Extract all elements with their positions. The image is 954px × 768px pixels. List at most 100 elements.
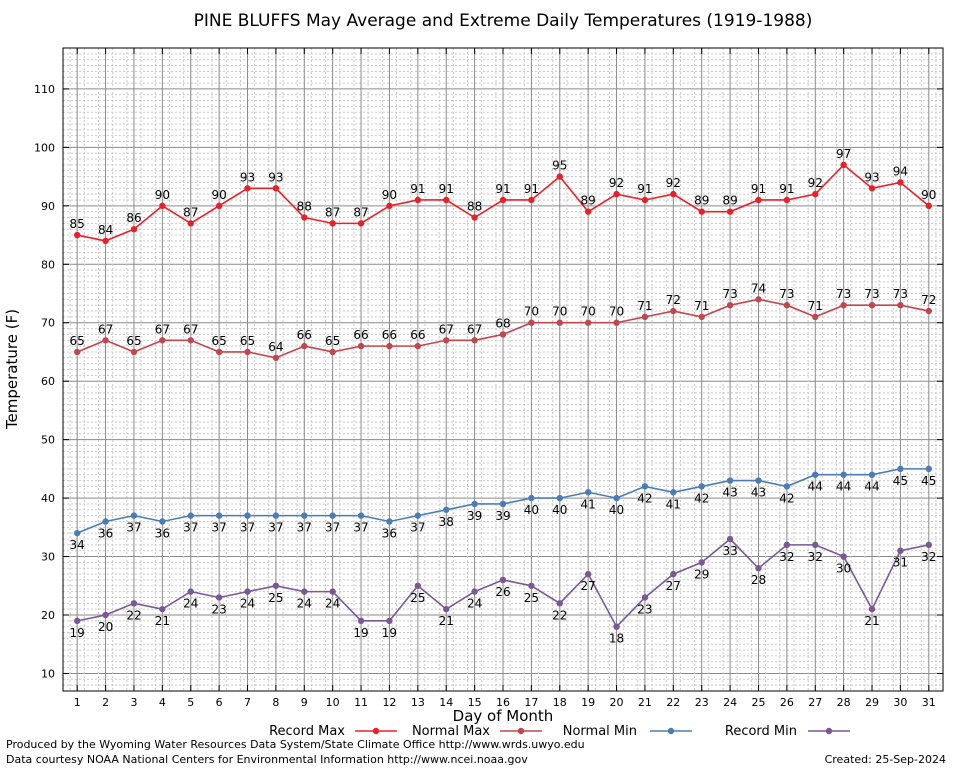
data-point xyxy=(812,541,819,549)
data-point xyxy=(726,208,734,215)
data-point xyxy=(73,231,81,239)
data-point xyxy=(670,570,677,578)
x-tick-label: 20 xyxy=(610,696,624,709)
data-label: 36 xyxy=(98,526,113,540)
data-label: 89 xyxy=(722,194,737,208)
data-point xyxy=(386,518,393,525)
data-point xyxy=(215,512,223,519)
x-tick-label: 11 xyxy=(354,696,368,709)
data-label: 40 xyxy=(609,503,624,517)
data-point xyxy=(73,348,81,356)
data-label: 95 xyxy=(552,159,567,173)
data-label: 70 xyxy=(609,305,624,319)
data-label: 97 xyxy=(836,147,851,161)
x-tick-label: 8 xyxy=(272,696,279,709)
data-label: 33 xyxy=(722,544,737,558)
data-label: 93 xyxy=(240,170,255,184)
legend-marker xyxy=(825,727,833,735)
data-label: 87 xyxy=(183,205,198,219)
data-point xyxy=(783,541,791,549)
data-label: 67 xyxy=(183,322,198,336)
data-point xyxy=(670,190,677,198)
data-point xyxy=(386,202,393,210)
data-label: 37 xyxy=(126,521,141,535)
data-label: 91 xyxy=(410,182,425,196)
legend-marker xyxy=(372,727,380,735)
data-label: 73 xyxy=(779,287,794,301)
data-point xyxy=(499,331,507,338)
data-point xyxy=(357,512,365,519)
y-tick-label: 90 xyxy=(41,200,55,213)
data-point xyxy=(272,512,280,519)
data-point xyxy=(414,582,422,589)
data-label: 42 xyxy=(779,491,794,505)
legend-item: Record Min xyxy=(725,724,850,739)
data-label: 89 xyxy=(694,194,709,208)
data-label: 91 xyxy=(637,182,652,196)
data-label: 37 xyxy=(410,521,425,535)
data-point xyxy=(925,202,933,210)
x-tick-label: 14 xyxy=(439,696,453,709)
y-tick-label: 20 xyxy=(41,609,55,622)
data-point xyxy=(726,477,734,484)
data-point xyxy=(386,617,393,625)
data-label: 41 xyxy=(581,497,596,511)
data-point xyxy=(556,173,563,180)
data-point xyxy=(584,208,592,215)
data-point xyxy=(868,185,876,192)
data-label: 27 xyxy=(666,579,681,593)
data-point xyxy=(812,471,819,478)
data-label: 37 xyxy=(325,521,340,535)
data-point xyxy=(357,617,365,625)
data-label: 28 xyxy=(751,573,766,587)
data-label: 71 xyxy=(637,299,652,313)
data-point xyxy=(130,348,138,356)
data-label: 70 xyxy=(552,305,567,319)
data-label: 86 xyxy=(126,211,141,225)
data-point xyxy=(329,348,336,356)
data-label: 90 xyxy=(921,188,936,202)
data-label: 43 xyxy=(722,486,737,500)
data-label: 22 xyxy=(552,608,567,622)
x-tick-label: 19 xyxy=(581,696,595,709)
data-label: 66 xyxy=(410,328,425,342)
data-label: 41 xyxy=(666,497,681,511)
data-point xyxy=(244,185,251,192)
data-label: 30 xyxy=(836,562,851,576)
data-point xyxy=(187,512,194,519)
data-point xyxy=(499,196,507,204)
data-point xyxy=(897,465,904,473)
data-point xyxy=(925,465,933,473)
data-point xyxy=(755,565,762,572)
data-point xyxy=(357,342,365,350)
data-label: 92 xyxy=(808,176,823,190)
data-point xyxy=(812,313,819,321)
data-point xyxy=(301,512,308,519)
data-label: 44 xyxy=(836,480,851,494)
data-label: 94 xyxy=(893,164,908,178)
data-point xyxy=(584,319,592,326)
y-tick-label: 30 xyxy=(41,551,55,564)
data-label: 43 xyxy=(751,486,766,500)
legend-item: Normal Min xyxy=(563,724,692,739)
data-point xyxy=(783,302,791,309)
data-label: 23 xyxy=(637,602,652,616)
data-label: 91 xyxy=(779,182,794,196)
data-point xyxy=(187,337,194,344)
data-label: 42 xyxy=(637,491,652,505)
x-tick-label: 9 xyxy=(301,696,308,709)
legend-label: Normal Max xyxy=(412,724,490,739)
data-label: 70 xyxy=(581,305,596,319)
data-label: 93 xyxy=(268,170,283,184)
data-point xyxy=(443,337,450,344)
data-point xyxy=(925,307,933,315)
data-point xyxy=(528,582,535,589)
data-label: 73 xyxy=(722,287,737,301)
data-point xyxy=(726,535,734,543)
data-point xyxy=(698,313,705,321)
data-label: 32 xyxy=(779,550,794,564)
y-tick-label: 60 xyxy=(41,375,55,388)
data-point xyxy=(897,179,904,186)
data-point xyxy=(244,348,251,356)
